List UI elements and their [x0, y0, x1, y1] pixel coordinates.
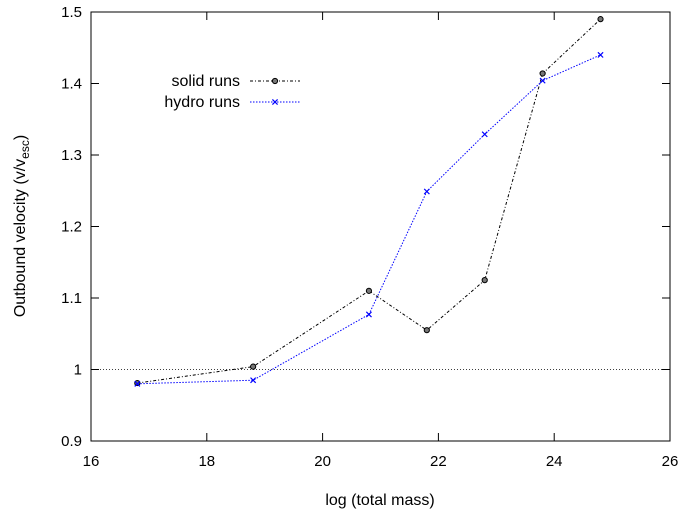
legend-label-hydro-runs: hydro runs [164, 94, 240, 111]
y-tick-label: 0.9 [61, 433, 82, 450]
x-tick-label: 20 [314, 453, 331, 470]
data-point-solid-runs [250, 363, 257, 370]
data-point-solid-runs [539, 70, 546, 77]
y-axis-label-sub: esc [18, 140, 32, 159]
x-tick-label: 22 [430, 453, 447, 470]
legend: solid runs hydro runs [164, 73, 300, 111]
legend-marker-solid-runs [271, 77, 279, 85]
marker-stroke [365, 311, 372, 318]
y-tick-label: 1.4 [61, 76, 82, 93]
x-tick-label: 18 [198, 453, 215, 470]
data-point-solid-runs [597, 16, 604, 23]
y-axis-label: Outbound velocity (v/vesc) [12, 135, 32, 317]
y-tick-label: 1.3 [61, 147, 82, 164]
legend-marker-hydro-runs [271, 98, 279, 106]
x-axis-label: log (total mass) [325, 492, 434, 509]
data-point-hydro-runs [597, 51, 604, 58]
y-tick-label: 1.5 [61, 4, 82, 21]
marker-stroke [250, 377, 257, 384]
y-tick-label: 1.1 [61, 290, 82, 307]
marker-stroke [597, 51, 604, 58]
data-point-solid-runs [481, 277, 488, 284]
data-point-hydro-runs [423, 188, 430, 195]
data-point-hydro-runs [539, 77, 546, 84]
marker-stroke [271, 98, 279, 106]
marker-stroke [539, 77, 546, 84]
legend-label-solid-runs: solid runs [172, 73, 240, 90]
data-point-hydro-runs [365, 311, 372, 318]
data-point-solid-runs [365, 287, 373, 294]
marker-stroke [481, 131, 488, 138]
x-tick-label: 26 [662, 453, 679, 470]
y-tick-label: 1 [74, 362, 82, 379]
x-tick-label: 16 [83, 453, 100, 470]
data-point-hydro-runs [250, 377, 257, 384]
x-tick-label: 24 [546, 453, 563, 470]
y-axis-label-main: Outbound velocity (v/v [12, 159, 29, 317]
marker-stroke [134, 380, 141, 387]
data-point-hydro-runs [481, 131, 488, 138]
series-layer [134, 16, 604, 387]
data-point-hydro-runs [134, 380, 141, 387]
y-tick-label: 1.2 [61, 219, 82, 236]
ticks-layer: 16 18 20 22 24 26 0.9 1 1.1 1.2 1.3 1.4 1.5 [61, 4, 678, 470]
marker-stroke [423, 188, 430, 195]
data-point-solid-runs [423, 327, 430, 334]
y-axis-label-close: ) [12, 135, 29, 140]
